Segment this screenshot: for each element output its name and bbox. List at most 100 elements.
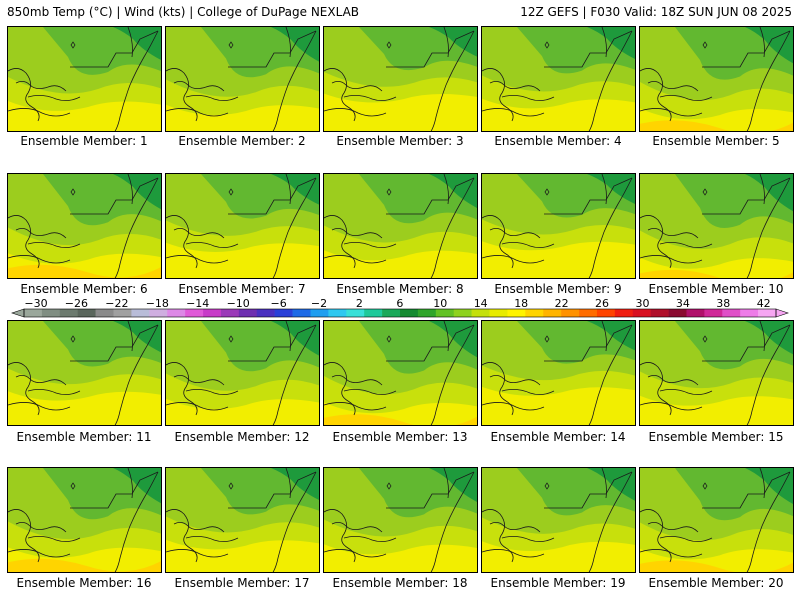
temperature-field-map [8,27,161,131]
colorbar-swatch [364,309,383,317]
colorbar-tick-label: −22 [105,297,128,310]
colorbar-swatch [131,309,150,317]
colorbar-tick-label: 26 [595,297,609,310]
ensemble-member-label: Ensemble Member: 4 [494,134,622,148]
temperature-field-map [8,321,161,425]
temperature-field-map [482,174,635,278]
colorbar-swatch [704,309,723,317]
colorbar-tick-label: 22 [555,297,569,310]
temperature-field-map [324,174,477,278]
temperature-field-map [166,174,319,278]
colorbar-swatch [614,309,634,317]
temperature-field-map [640,174,793,278]
ensemble-map-panel [481,26,636,132]
ensemble-map-panel [323,173,478,279]
ensemble-map-panel [7,467,162,573]
temperature-field-map [166,321,319,425]
ensemble-map-panel [323,26,478,132]
colorbar-swatch [41,309,61,317]
colorbar-swatch [256,309,275,317]
ensemble-member-label: Ensemble Member: 17 [174,576,310,590]
colorbar-swatch [382,309,401,317]
model-run-valid-time: 12Z GEFS | F030 Valid: 18Z SUN JUN 08 20… [520,5,792,19]
ensemble-member-label: Ensemble Member: 16 [16,576,152,590]
temperature-field-map [324,468,477,572]
ensemble-map-panel [7,320,162,426]
ensemble-member-label: Ensemble Member: 19 [490,576,626,590]
colorbar-swatch [203,309,222,317]
colorbar-tick-label: 18 [514,297,528,310]
colorbar-swatch [543,309,562,317]
temperature-field-map [640,321,793,425]
colorbar-swatch [471,309,490,317]
colorbar-swatch [435,309,455,317]
colorbar-swatch [596,309,616,317]
ensemble-map-panel [323,320,478,426]
colorbar-swatch [525,309,544,317]
colorbar-tick-label: 2 [356,297,363,310]
colorbar-tick-label: 30 [636,297,650,310]
colorbar-swatch [220,309,240,317]
temperature-field-map [8,468,161,572]
temperature-field-map [8,174,161,278]
ensemble-member-label: Ensemble Member: 9 [494,282,622,296]
temperature-field-map [482,321,635,425]
ensemble-member-label: Ensemble Member: 2 [178,134,306,148]
temperature-field-map [166,27,319,131]
colorbar-tick-label: 42 [757,297,771,310]
colorbar-swatch [95,309,114,317]
colorbar-tick-label: −2 [311,297,327,310]
ensemble-member-label: Ensemble Member: 1 [20,134,148,148]
colorbar-left-arrow [11,308,25,318]
ensemble-member-label: Ensemble Member: 6 [20,282,148,296]
colorbar-swatch [149,309,168,317]
colorbar-tick-label: −18 [146,297,169,310]
colorbar-swatch [24,309,43,317]
colorbar-swatch [722,309,741,317]
colorbar-tick-label: 10 [433,297,447,310]
ensemble-map-panel [481,320,636,426]
temperature-field-map [166,468,319,572]
colorbar-tick-label: −26 [65,297,88,310]
colorbar-tick-label: −6 [270,297,286,310]
temperature-field-map [640,27,793,131]
colorbar-swatch [579,309,598,317]
ensemble-map-panel [639,173,794,279]
ensemble-member-label: Ensemble Member: 15 [648,430,784,444]
colorbar-swatch [238,309,258,317]
ensemble-member-label: Ensemble Member: 5 [652,134,780,148]
temperature-field-map [324,321,477,425]
ensemble-map-panel [323,467,478,573]
colorbar-swatch [59,309,79,317]
ensemble-member-label: Ensemble Member: 13 [332,430,468,444]
map-title: 850mb Temp (°C) | Wind (kts) | College o… [7,5,360,19]
ensemble-member-label: Ensemble Member: 18 [332,576,468,590]
ensemble-map-panel [165,467,320,573]
colorbar-swatch [346,309,365,317]
colorbar-swatch [740,309,759,317]
ensemble-member-label: Ensemble Member: 8 [336,282,464,296]
ensemble-member-label: Ensemble Member: 14 [490,430,626,444]
colorbar-swatch [632,309,651,317]
ensemble-member-label: Ensemble Member: 10 [648,282,784,296]
colorbar-swatch [292,309,311,317]
ensemble-map-panel [481,173,636,279]
colorbar-swatch [686,309,705,317]
ensemble-member-label: Ensemble Member: 7 [178,282,306,296]
colorbar-swatch [274,309,293,317]
ensemble-member-label: Ensemble Member: 20 [648,576,784,590]
colorbar-swatch [185,309,204,317]
ensemble-member-label: Ensemble Member: 12 [174,430,310,444]
colorbar-tick-label: −30 [24,297,47,310]
ensemble-map-panel [7,26,162,132]
ensemble-map-panel [639,467,794,573]
colorbar-tick-label: −10 [227,297,250,310]
colorbar-swatch [328,309,347,317]
temperature-field-map [482,468,635,572]
ensemble-member-label: Ensemble Member: 11 [16,430,152,444]
colorbar-tick-label: −14 [186,297,209,310]
colorbar-swatch [77,309,96,317]
colorbar-swatch [167,309,186,317]
colorbar-tick-label: 38 [716,297,730,310]
colorbar-tick-label: 14 [474,297,488,310]
